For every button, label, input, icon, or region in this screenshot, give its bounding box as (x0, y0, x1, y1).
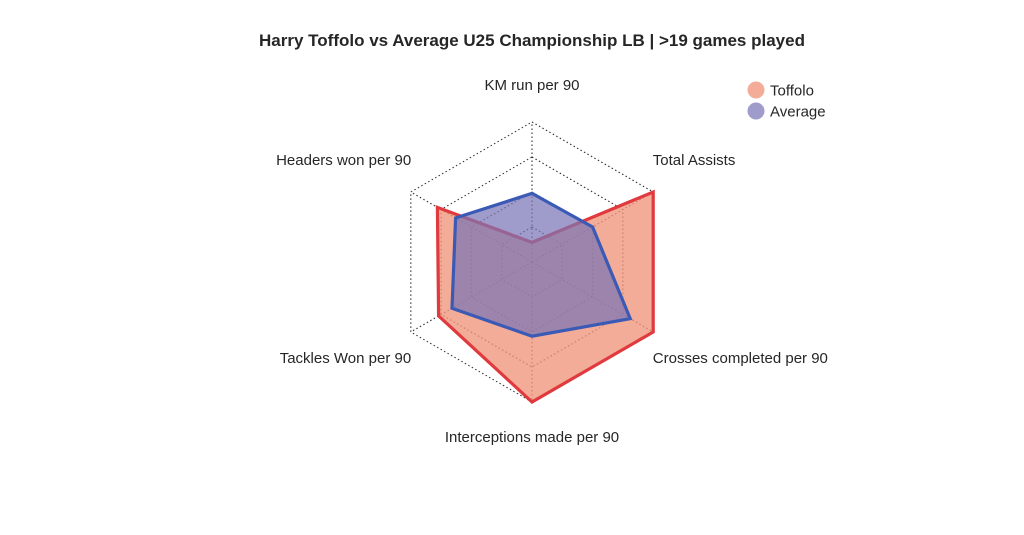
axis-label-3: Interceptions made per 90 (445, 429, 619, 446)
legend-label-average: Average (770, 104, 826, 121)
legend-swatch-average (747, 102, 765, 120)
axis-label-0: KM run per 90 (484, 77, 579, 94)
axis-label-5: Headers won per 90 (276, 152, 411, 169)
legend-label-toffolo: Toffolo (770, 83, 814, 100)
axis-label-1: Total Assists (653, 152, 736, 169)
grid-spoke-4 (410, 261, 533, 333)
legend-swatch-toffolo (747, 81, 765, 99)
axis-label-2: Crosses completed per 90 (653, 350, 828, 367)
chart-title: Harry Toffolo vs Average U25 Championshi… (259, 31, 805, 50)
series-average-area (450, 191, 633, 338)
legend: Toffolo Average (747, 81, 826, 121)
axis-label-4: Tackles Won per 90 (280, 350, 411, 367)
radar-series-layer (435, 189, 655, 404)
grid-spoke-5 (410, 191, 533, 263)
axis-labels: KM run per 90 Total Assists Crosses comple… (276, 77, 828, 446)
